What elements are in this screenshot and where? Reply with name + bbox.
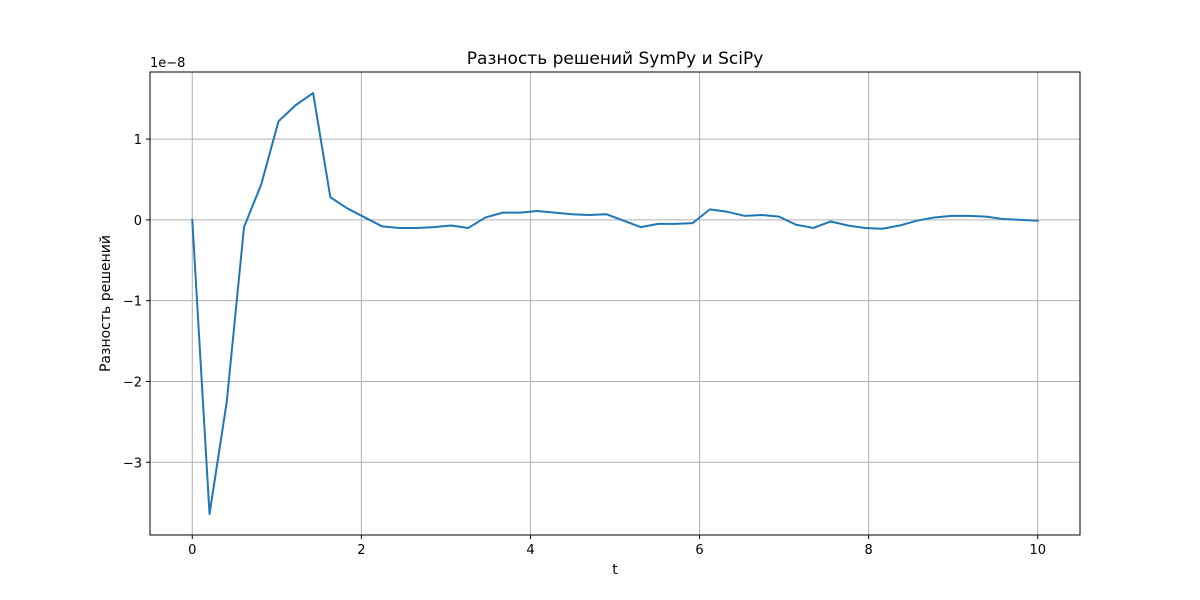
x-tick-label: 4 [526,543,534,558]
y-tick-label: −2 [123,375,142,390]
x-tick-label: 0 [188,543,196,558]
x-tick-label: 2 [357,543,365,558]
series-layer [191,92,1039,515]
x-axis-label: t [612,562,618,578]
ticks: 0 2 4 6 8 10 −3 −2 −1 0 1 [123,133,1046,558]
y-axis-label: Разность решений [98,235,114,372]
y-tick-label: −3 [123,456,142,471]
y-axis-offset-label: 1e−8 [150,56,185,71]
y-tick-label: −1 [123,295,142,310]
chart-title: Разность решений SymPy и SciPy [467,49,764,69]
x-tick-label: 8 [864,543,872,558]
x-tick-label: 6 [695,543,703,558]
x-tick-label: 10 [1029,543,1046,558]
y-tick-label: 0 [134,214,142,229]
series-line [191,92,1039,515]
y-tick-label: 1 [134,133,142,148]
plot-frame [149,71,1081,536]
